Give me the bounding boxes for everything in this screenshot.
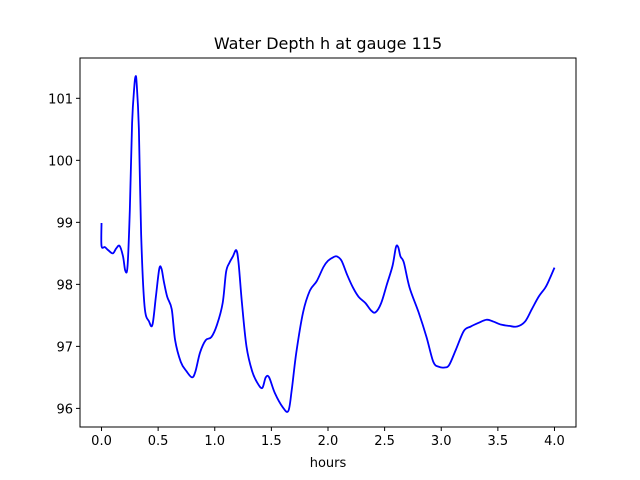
- series-layer: [100, 75, 556, 413]
- x-tick-label: 4.0: [544, 434, 565, 449]
- x-tick-label: 3.0: [431, 434, 452, 449]
- x-tick-label: 1.0: [204, 434, 225, 449]
- y-tick-label: 96: [56, 402, 73, 417]
- x-tick-label: 0.5: [148, 434, 169, 449]
- y-tick-label: 99: [56, 216, 73, 231]
- y-axis-ticks: 96 97 98 99 100 101: [48, 92, 80, 417]
- x-tick-label: 2.5: [374, 434, 395, 449]
- chart-title: Water Depth h at gauge 115: [214, 34, 442, 53]
- series-line: [100, 75, 556, 413]
- x-axis-ticks: 0.0 0.5 1.0 1.5 2.0 2.5 3.0 3.5 4.0: [91, 427, 565, 449]
- x-tick-label: 3.5: [488, 434, 509, 449]
- y-tick-label: 100: [48, 154, 73, 169]
- plot-frame: [79, 57, 577, 428]
- x-axis-label: hours: [310, 456, 347, 471]
- x-tick-label: 0.0: [91, 434, 112, 449]
- x-tick-label: 2.0: [318, 434, 339, 449]
- x-tick-label: 1.5: [261, 434, 282, 449]
- y-tick-label: 97: [56, 340, 73, 355]
- y-tick-label: 98: [56, 278, 73, 293]
- y-tick-label: 101: [48, 92, 73, 107]
